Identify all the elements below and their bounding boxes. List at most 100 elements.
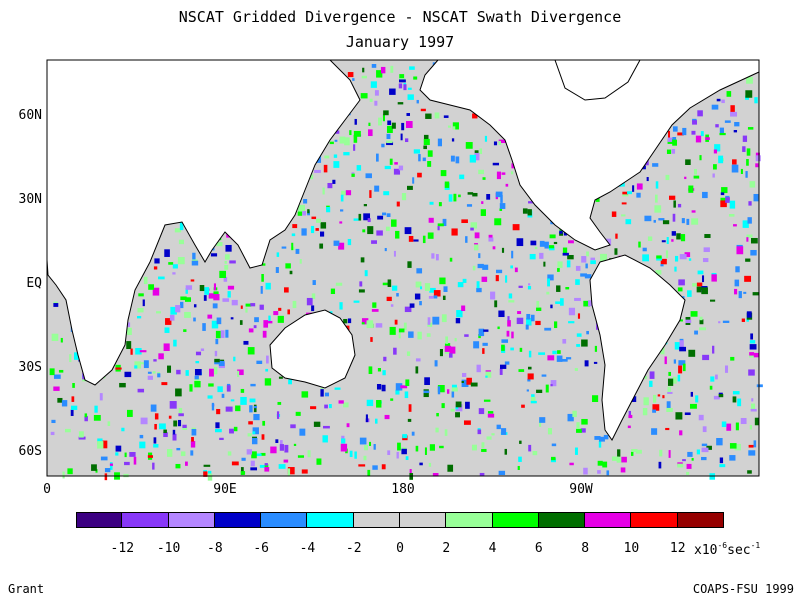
divergence-speckle [376, 400, 382, 408]
divergence-speckle [297, 455, 305, 458]
divergence-speckle [100, 456, 108, 461]
divergence-speckle [386, 140, 393, 144]
divergence-speckle [718, 394, 724, 398]
divergence-speckle [417, 331, 422, 340]
divergence-speckle [474, 244, 479, 251]
divergence-speckle [429, 444, 435, 451]
divergence-speckle [667, 391, 673, 394]
divergence-speckle [338, 242, 345, 250]
divergence-speckle [712, 345, 715, 354]
divergence-speckle [732, 159, 737, 165]
divergence-speckle [455, 156, 460, 164]
divergence-speckle [562, 247, 568, 254]
divergence-speckle [367, 218, 371, 223]
divergence-speckle [681, 218, 685, 224]
divergence-speckle [632, 185, 635, 192]
divergence-speckle [143, 276, 148, 285]
divergence-speckle [433, 295, 438, 299]
divergence-speckle [302, 211, 307, 216]
divergence-speckle [501, 172, 506, 175]
divergence-speckle [341, 438, 346, 444]
divergence-speckle [184, 297, 192, 302]
divergence-speckle [674, 342, 681, 350]
divergence-speckle [461, 372, 467, 377]
divergence-speckle [407, 185, 413, 190]
divergence-speckle [316, 218, 321, 223]
divergence-speckle [665, 174, 670, 181]
divergence-speckle [207, 473, 213, 481]
divergence-speckle [555, 301, 561, 304]
divergence-speckle [487, 411, 494, 414]
divergence-speckle [240, 471, 246, 475]
divergence-speckle [447, 464, 454, 472]
colorbar-tick-label: 12 [669, 541, 686, 556]
divergence-speckle [393, 347, 397, 355]
divergence-speckle [287, 468, 291, 477]
divergence-speckle [78, 436, 86, 440]
divergence-speckle [442, 295, 446, 301]
divergence-speckle [264, 378, 272, 386]
divergence-speckle [750, 403, 756, 410]
divergence-speckle [682, 459, 686, 462]
colorbar-box [585, 512, 632, 528]
divergence-speckle [263, 320, 269, 328]
divergence-speckle [126, 409, 133, 417]
divergence-speckle [437, 386, 441, 395]
divergence-speckle [393, 168, 401, 175]
divergence-speckle [351, 172, 355, 175]
divergence-speckle [455, 404, 463, 412]
divergence-speckle [432, 316, 440, 325]
units-base: x10 [694, 543, 718, 558]
divergence-speckle [474, 232, 480, 239]
divergence-speckle [724, 120, 731, 123]
divergence-speckle [744, 275, 752, 282]
divergence-speckle [152, 371, 156, 374]
divergence-speckle [335, 130, 340, 134]
divergence-speckle [324, 404, 328, 409]
divergence-speckle [550, 380, 557, 387]
divergence-speckle [526, 313, 531, 320]
divergence-speckle [182, 426, 188, 430]
divergence-speckle [691, 210, 696, 213]
divergence-speckle [253, 406, 257, 409]
divergence-speckle [576, 422, 580, 429]
divergence-speckle [736, 246, 744, 255]
divergence-speckle [153, 437, 157, 444]
divergence-speckle [227, 291, 231, 298]
divergence-speckle [512, 224, 520, 231]
divergence-speckle [726, 423, 732, 431]
divergence-speckle [407, 87, 412, 90]
divergence-speckle [755, 163, 759, 168]
divergence-speckle [518, 285, 523, 288]
divergence-speckle [287, 467, 295, 475]
divergence-speckle [158, 276, 165, 280]
divergence-speckle [671, 231, 676, 236]
divergence-speckle [253, 325, 257, 329]
divergence-speckle [559, 230, 563, 234]
divergence-speckle [425, 113, 432, 119]
divergence-speckle [690, 311, 698, 317]
divergence-speckle [412, 177, 415, 184]
divergence-speckle [700, 131, 704, 137]
divergence-speckle [499, 203, 506, 209]
divergence-speckle [178, 413, 184, 417]
divergence-speckle [261, 273, 264, 282]
divergence-speckle [491, 433, 495, 436]
divergence-speckle [668, 130, 671, 138]
divergence-speckle [165, 318, 172, 325]
divergence-speckle [472, 192, 478, 197]
divergence-speckle [209, 368, 214, 377]
divergence-speckle [371, 240, 378, 244]
divergence-speckle [213, 366, 218, 375]
divergence-speckle [368, 129, 373, 137]
divergence-speckle [115, 445, 122, 452]
divergence-speckle [437, 384, 445, 393]
divergence-speckle [341, 435, 345, 440]
divergence-speckle [672, 139, 677, 146]
divergence-speckle [386, 141, 394, 146]
divergence-speckle [563, 231, 567, 236]
divergence-speckle [164, 249, 170, 257]
divergence-speckle [703, 247, 710, 253]
divergence-speckle [471, 444, 477, 451]
divergence-speckle [698, 414, 704, 421]
